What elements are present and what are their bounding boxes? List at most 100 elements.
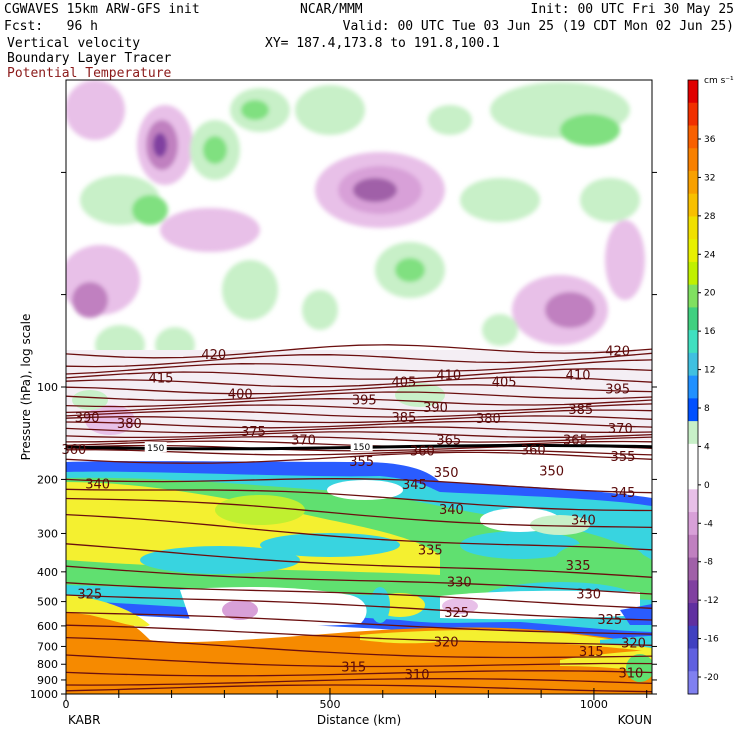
theta-label: 340 [571,513,596,528]
colorbar-swatch [688,352,698,377]
theta-label: 360 [410,444,435,459]
x-axis: 0 500 1000 [63,688,648,711]
x-start-station: KABR [68,713,100,727]
theta-contour-line [66,415,652,424]
theta-contour-line [66,359,652,375]
theta-label-layer: 420 420 415 410 410 405 405 400 395 395 390 390 385 3… [62,344,646,683]
theta-label: 340 [439,503,464,518]
field-boundary-layer-tracer: Boundary Layer Tracer [7,51,172,66]
field-potential-temperature: Potential Temperature [7,66,172,81]
colorbar-units: cm s⁻¹ [704,76,734,86]
theta-contour-line [66,670,652,677]
colorbar-swatch [688,443,698,468]
colorbar-swatch [688,648,698,672]
colorbar-label: 12 [704,366,715,376]
y-tick-label: 400 [37,566,58,579]
theta-contour-line [66,376,652,388]
theta-contour-line [66,582,652,609]
colorbar-label: 32 [704,173,715,183]
xy-endpoints: XY= 187.4,173.8 to 191.8,100.1 [265,36,500,51]
theta-label: 345 [402,478,427,493]
theta-contour-line [66,352,652,368]
theta-label: 420 [201,348,226,363]
theta-contour-line [66,426,652,434]
theta-label: 390 [75,411,100,426]
theta-contour-line [66,654,652,668]
theta-label: 365 [436,433,461,448]
y-tick-label: 600 [37,620,58,633]
colorbar-swatch [688,102,698,126]
y-tick-label: 900 [37,674,58,687]
theta-label: 380 [476,412,501,427]
theta-label: 400 [228,388,253,403]
colorbar-swatch [688,307,698,331]
colorbar-frame [687,79,699,695]
theta-contour-line [66,435,652,443]
theta-label: 405 [391,376,416,391]
x-tick-label: 0 [63,698,70,711]
y-tick-label: 800 [37,658,58,671]
colorbar-swatch [688,398,698,422]
theta-label: 380 [117,417,142,432]
y-tick-label: 300 [37,527,58,540]
theta-contour-layer [66,344,652,693]
theta-label: 410 [436,368,461,383]
theta-contour-line [66,594,652,621]
theta-contour-line [66,451,652,464]
colorbar-swatch [688,239,698,263]
colorbar-swatch [688,512,698,536]
theta-label: 410 [566,368,591,383]
theta-label: 355 [349,455,374,470]
y-tick-label: 1000 [30,688,58,701]
theta-contour-line [66,368,652,380]
colorbar-swatch [688,170,698,195]
valid-time: Valid: 00 UTC Tue 03 Jun 25 (19 CDT Mon … [342,19,734,34]
theta-label: 335 [566,559,591,574]
upper-velocity-blobs [66,80,645,365]
theta-contour-line [66,384,652,395]
theta-label: 340 [85,477,110,492]
y-tick-label: 500 [37,596,58,609]
colorbar-swatch [688,148,698,172]
theta-label: 395 [352,394,377,409]
theta-contour-line [66,488,652,512]
theta-contour-line [66,543,652,578]
theta-contour-line [66,409,652,418]
theta-label: 320 [621,637,646,652]
theta-contour-line [66,344,652,359]
colorbar-label: 28 [704,212,716,222]
theta-label: 370 [291,433,316,448]
tropopause-label: 150 [147,444,164,454]
theta-contour-line [66,398,652,408]
theta-contour-line [66,391,652,402]
colorbar-swatch [688,80,698,104]
theta-label: 355 [611,450,636,465]
colorbar-swatch [688,580,698,604]
y-axis-title: Pressure (hPa), log scale [19,314,33,461]
forecast-hour: Fcst: 96 h [4,19,98,34]
colorbar-swatch [688,421,698,445]
colorbar-label: 24 [704,250,716,260]
colorbar-swatch [688,625,698,650]
colorbar-swatch [688,216,698,240]
x-end-station: KOUN [618,713,652,727]
theta-contour-line [66,678,652,686]
theta-label: 370 [608,422,633,437]
theta-contour-line [66,403,652,414]
theta-label: 310 [618,666,643,681]
colorbar-label: -16 [704,635,719,645]
center-label: NCAR/MMM [300,2,363,17]
theta-contour-line [66,636,652,659]
theta-label: 310 [405,668,430,683]
theta-label: 415 [149,371,174,386]
colorbar-swatch [688,125,698,149]
colorbar-label: 0 [704,481,710,491]
colorbar-swatch [688,466,698,490]
colorbar-label: -4 [704,519,713,529]
colorbar-swatch [688,261,698,286]
colorbar-label: 16 [704,327,716,337]
theta-label: 325 [597,613,622,628]
colorbar-label: -20 [704,673,719,683]
theta-contour-line [66,513,652,551]
